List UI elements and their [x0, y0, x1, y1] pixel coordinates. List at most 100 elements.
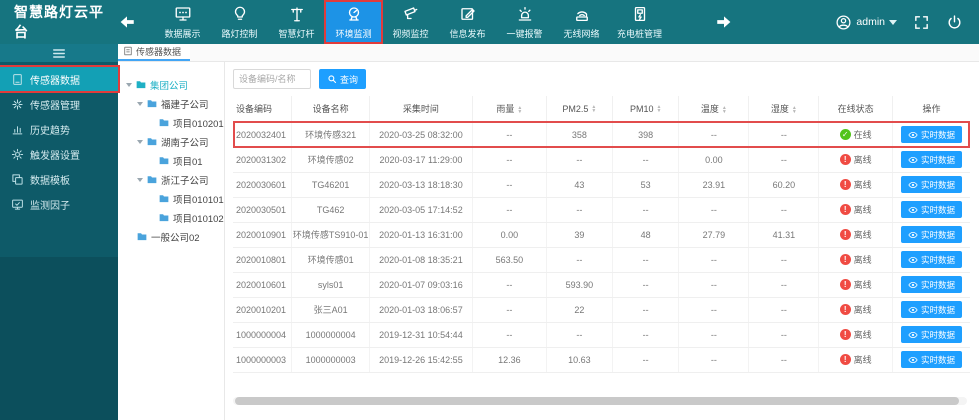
realtime-data-button[interactable]: 实时数据	[901, 326, 963, 343]
tree-node[interactable]: 项目010101	[124, 189, 224, 208]
power-button[interactable]	[946, 14, 963, 31]
column-header-4[interactable]: 雨量 ▲ ▼	[472, 96, 547, 123]
table-cell: 1000000004	[233, 322, 293, 348]
topnav-item-2[interactable]: 路灯控制	[212, 2, 267, 42]
realtime-data-button[interactable]: 实时数据	[901, 226, 963, 243]
table-cell: 43	[546, 172, 614, 198]
tree-expand-caret-icon[interactable]	[137, 139, 143, 144]
tree-expand-caret-icon[interactable]	[137, 101, 143, 106]
topnav-item-7[interactable]: 一键报警	[497, 2, 552, 42]
sidebar-item-2[interactable]: 传感器管理	[0, 92, 118, 116]
topnav-item-6[interactable]: 信息发布	[440, 2, 495, 42]
top-navigation: 数据展示 路灯控制 智慧灯杆 环境监测 视频监控 信息发布 一键报警 无线网络 充电桩管理	[154, 0, 669, 44]
sort-icon[interactable]: ▲ ▼	[791, 104, 797, 115]
action-cell: 实时数据	[892, 122, 970, 148]
table-cell: --	[546, 247, 614, 273]
realtime-data-button[interactable]: 实时数据	[901, 176, 963, 193]
search-input[interactable]	[233, 69, 311, 89]
realtime-data-button[interactable]: 实时数据	[901, 151, 963, 168]
tree-node[interactable]: 福建子公司	[124, 94, 224, 113]
query-button[interactable]: 查询	[319, 69, 367, 89]
table-row[interactable]: 1000000004 1000000004 2019-12-31 10:54:44-…	[233, 322, 970, 348]
table-row[interactable]: 2020032401 环境传感321 2020-03-25 08:32:00 -- 35…	[233, 122, 970, 148]
tree-node[interactable]: 浙江子公司	[124, 170, 224, 189]
streetlamp-control-icon	[231, 5, 249, 23]
eye-icon	[908, 305, 918, 315]
topnav-item-1[interactable]: 数据展示	[155, 2, 210, 42]
status-label: 离线	[853, 305, 872, 315]
realtime-data-button[interactable]: 实时数据	[901, 251, 963, 268]
column-header-8[interactable]: 湿度 ▲ ▼	[748, 96, 820, 123]
table-header-row: 设备编码 设备名称 采集时间 雨量 ▲ ▼ PM2.5 ▲ ▼ PM10 ▲ ▼ 温度 ▲ ▼ 湿度 ▲ ▼ 在线状…	[233, 96, 970, 123]
sidebar-item-3[interactable]: 历史趋势	[0, 117, 118, 141]
horizontal-scrollbar[interactable]	[233, 397, 967, 405]
sidebar-item-6[interactable]: 监测因子	[0, 192, 118, 216]
table-row[interactable]: 2020031302 环境传感02 2020-03-17 11:29:00 -- -- -…	[233, 147, 970, 173]
tree-node[interactable]: 一般公司02	[124, 227, 224, 246]
table-cell: --	[472, 272, 547, 298]
sidebar-item-label: 监测因子	[30, 200, 70, 212]
column-header-6[interactable]: PM10 ▲ ▼	[612, 96, 680, 123]
table-row[interactable]: 2020010901 环境传感TS910-01 2020-01-13 16:31:0…	[233, 222, 970, 248]
table-cell: --	[678, 297, 750, 323]
scrollbar-thumb[interactable]	[235, 397, 959, 405]
table-cell: --	[612, 197, 680, 223]
tree-node[interactable]: 项目010102	[124, 208, 224, 227]
topnav-item-4[interactable]: 环境监测	[326, 2, 381, 42]
topnav-item-8[interactable]: 无线网络	[554, 2, 609, 42]
table-row[interactable]: 1000000003 1000000003 2019-12-26 15:42:55 1…	[233, 347, 970, 373]
realtime-data-button[interactable]: 实时数据	[901, 351, 963, 368]
status-cell: ! 离线	[818, 197, 894, 223]
sort-icon[interactable]: ▲ ▼	[517, 104, 523, 115]
topnav-item-3[interactable]: 智慧灯杆	[269, 2, 324, 42]
sort-icon[interactable]: ▲ ▼	[656, 104, 662, 115]
table-cell: --	[678, 322, 750, 348]
status-label: 离线	[853, 355, 872, 365]
user-menu-dropdown[interactable]: admin	[835, 14, 897, 31]
status-label: 离线	[853, 155, 872, 165]
table-cell: 22	[546, 297, 614, 323]
sidebar-item-1[interactable]: 传感器数据	[0, 67, 118, 91]
table-row[interactable]: 2020010801 环境传感01 2020-01-08 18:35:21 563.5…	[233, 247, 970, 273]
sidebar-filler	[0, 257, 118, 420]
sort-icon[interactable]: ▲ ▼	[591, 104, 597, 115]
table-row[interactable]: 2020030601 TG46201 2020-03-13 18:18:30 -- 43…	[233, 172, 970, 198]
realtime-data-button-label: 实时数据	[921, 229, 956, 240]
table-cell: 环境传感TS910-01	[291, 222, 370, 248]
nav-forward-button[interactable]	[711, 9, 737, 35]
nav-back-button[interactable]	[114, 9, 140, 35]
realtime-data-button[interactable]: 实时数据	[901, 276, 963, 293]
table-cell: 2020-03-05 17:14:52	[369, 197, 474, 223]
topnav-item-9[interactable]: 充电桩管理	[611, 2, 668, 42]
realtime-data-button-label: 实时数据	[921, 279, 956, 290]
eye-icon	[908, 230, 918, 240]
tree-node[interactable]: 集团公司	[124, 75, 224, 94]
sidebar-item-5[interactable]: 数据模板	[0, 167, 118, 191]
sidebar-item-4[interactable]: 触发器设置	[0, 142, 118, 166]
sidebar-collapse-button[interactable]	[0, 44, 118, 62]
column-header-5[interactable]: PM2.5 ▲ ▼	[546, 96, 614, 123]
tree-node[interactable]: 项目01	[124, 151, 224, 170]
realtime-data-button[interactable]: 实时数据	[901, 201, 963, 218]
table-cell: --	[748, 147, 820, 173]
table-row[interactable]: 2020010601 syls01 2020-01-07 09:03:16 -- 593…	[233, 272, 970, 298]
username-label: admin	[856, 16, 885, 28]
tree-node[interactable]: 项目010201	[124, 113, 224, 132]
table-cell: 2020010201	[233, 297, 293, 323]
sort-icon[interactable]: ▲ ▼	[721, 104, 727, 115]
tab-sensor-data[interactable]: 传感器数据	[118, 43, 191, 61]
table-cell: 563.50	[472, 247, 547, 273]
column-header-7[interactable]: 温度 ▲ ▼	[678, 96, 750, 123]
table-row[interactable]: 2020010201 张三A01 2020-01-03 18:06:57 -- 22 --…	[233, 297, 970, 323]
realtime-data-button[interactable]: 实时数据	[901, 126, 963, 143]
topnav-item-label: 无线网络	[563, 29, 600, 39]
topnav-item-5[interactable]: 视频监控	[383, 2, 438, 42]
table-cell: --	[612, 347, 680, 373]
arrow-right-icon	[715, 13, 733, 31]
realtime-data-button[interactable]: 实时数据	[901, 301, 963, 318]
tree-node[interactable]: 湖南子公司	[124, 132, 224, 151]
table-row[interactable]: 2020030501 TG462 2020-03-05 17:14:52 -- -- --…	[233, 197, 970, 223]
fullscreen-button[interactable]	[913, 14, 930, 31]
tree-expand-caret-icon[interactable]	[137, 177, 143, 182]
tree-expand-caret-icon[interactable]	[126, 82, 132, 87]
